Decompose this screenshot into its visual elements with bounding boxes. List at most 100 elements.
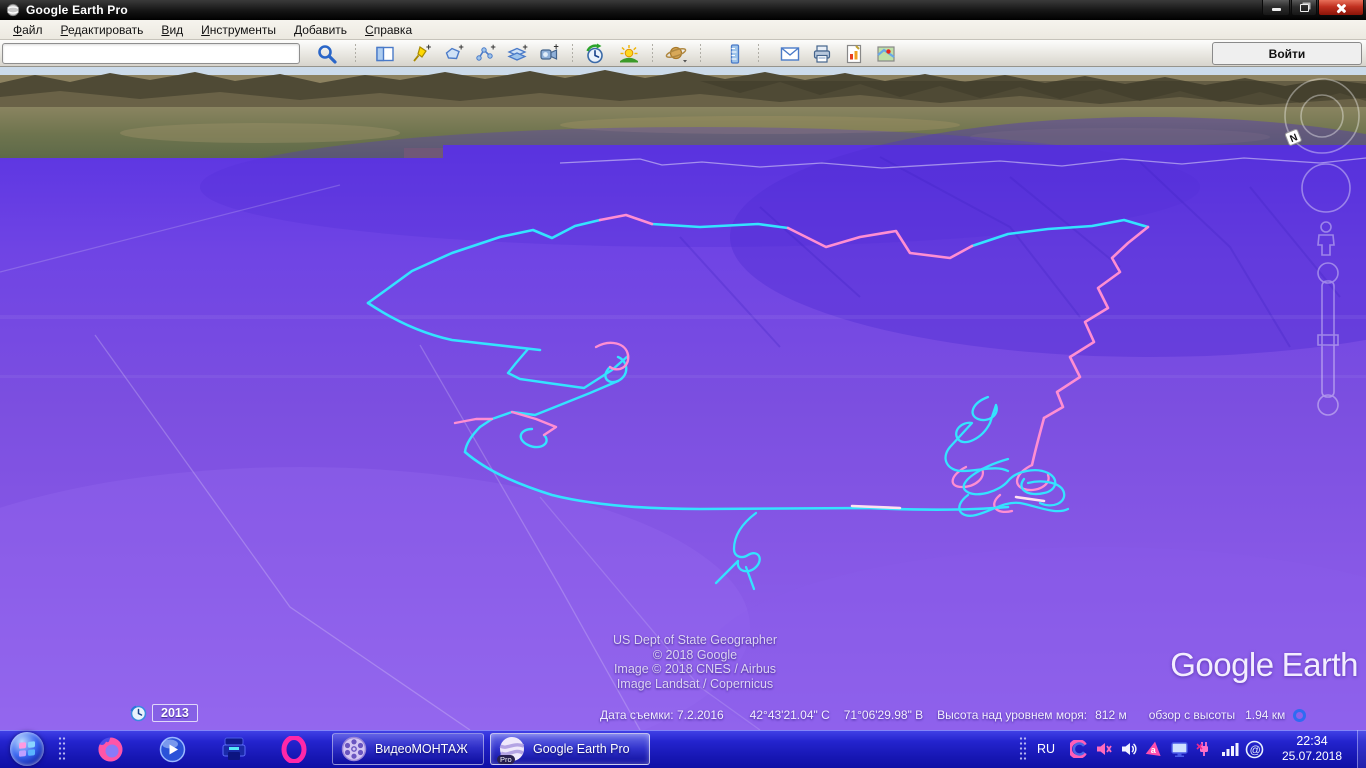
historical-imagery-chip[interactable]: 2013	[130, 704, 198, 722]
svg-text:+: +	[459, 43, 464, 52]
language-indicator[interactable]: RU	[1036, 742, 1055, 756]
show-desktop-button[interactable]	[1357, 730, 1366, 768]
close-button[interactable]	[1318, 0, 1364, 16]
tray-clock[interactable]: 22:34 25.07.2018	[1273, 734, 1351, 764]
sunlight-button[interactable]	[614, 41, 644, 66]
record-tour-button[interactable]: +	[534, 41, 564, 66]
map-viewport[interactable]: N US Dept of State Geographer © 2018 Goo…	[0, 67, 1366, 730]
look-ring-inner[interactable]	[1300, 94, 1344, 138]
camcorder-icon: +	[540, 43, 559, 60]
system-tray: RU	[1018, 730, 1366, 768]
menu-edit[interactable]: Редактировать	[60, 22, 144, 37]
print-button[interactable]	[807, 41, 837, 66]
streaming-indicator-icon	[1293, 708, 1307, 722]
copyright-line: © 2018 Google	[652, 647, 738, 662]
menu-bar: Файл Редактировать Вид Инструменты Добав…	[0, 20, 1366, 40]
toolbar-separator	[758, 44, 759, 63]
look-ring[interactable]	[1284, 78, 1360, 154]
search-input[interactable]	[2, 43, 300, 64]
quicklaunch-printer-app[interactable]	[220, 735, 248, 763]
quicklaunch-opera[interactable]	[280, 735, 308, 763]
zoom-slider[interactable]	[1317, 262, 1339, 416]
taskbar-app-videomontazh[interactable]: ВидеоМОНТАЖ	[332, 733, 484, 765]
quicklaunch-drag-handle[interactable]	[58, 736, 66, 762]
navigation-controls[interactable]	[1284, 78, 1360, 416]
mail-agent-tray-icon[interactable]: @	[1244, 739, 1264, 759]
svg-text:@: @	[1249, 744, 1260, 756]
menu-tools[interactable]: Инструменты	[201, 22, 276, 37]
speaker-tray-icon[interactable]	[1119, 739, 1139, 759]
sign-in-button[interactable]: Войти	[1212, 42, 1362, 65]
taskbar-app-label: ВидеоМОНТАЖ	[375, 742, 468, 756]
view-in-maps-button[interactable]	[871, 41, 901, 66]
taskbar-app-label: Google Earth Pro	[533, 742, 630, 756]
copyright-line: US Dept of State Geographer	[613, 633, 777, 647]
svg-text:+: +	[426, 43, 431, 52]
menu-help[interactable]: Справка	[365, 22, 413, 37]
compass-north-marker[interactable]: N	[1284, 128, 1302, 146]
minimize-button[interactable]	[1262, 0, 1290, 16]
menu-file[interactable]: Файл	[13, 22, 43, 37]
close-icon	[1336, 3, 1346, 13]
quicklaunch-media-player[interactable]	[158, 735, 186, 763]
muted-speaker-tray-icon[interactable]	[1094, 739, 1114, 759]
ruler-icon	[730, 43, 740, 64]
network-signal-tray-icon[interactable]	[1219, 739, 1239, 759]
toolbar-separator	[652, 44, 653, 63]
copyright-line: Image © 2018 CNES / Airbus	[613, 662, 777, 676]
pegman-control[interactable]	[1317, 221, 1335, 256]
quicklaunch-firefox[interactable]	[96, 735, 124, 763]
restore-icon	[1299, 3, 1309, 12]
gps-track	[366, 213, 1150, 591]
svg-text:+: +	[554, 43, 559, 52]
move-joystick[interactable]	[1301, 163, 1351, 213]
roads	[0, 157, 1366, 730]
tray-drag-handle[interactable]	[1018, 736, 1027, 762]
path-icon: +	[476, 43, 496, 61]
status-bar: Дата съемки: 7.2.2016 42°43'21.04" С 71°…	[600, 706, 1307, 724]
comodo-tray-icon[interactable]	[1069, 739, 1089, 759]
zoom-slider-handle[interactable]	[1317, 334, 1339, 346]
tray-date: 25.07.2018	[1281, 749, 1343, 763]
image-overlay-icon: +	[507, 43, 528, 61]
toolbar-separator	[355, 44, 356, 63]
maximize-button[interactable]	[1291, 0, 1317, 16]
google-earth-watermark: Google Earth	[1170, 646, 1358, 684]
add-polygon-button[interactable]: +	[438, 41, 468, 66]
historical-year-label: 2013	[152, 704, 198, 722]
email-button[interactable]	[775, 41, 805, 66]
save-image-button[interactable]	[839, 41, 869, 66]
menu-view[interactable]: Вид	[161, 22, 184, 37]
print-icon	[813, 44, 831, 63]
add-path-button[interactable]: +	[470, 41, 500, 66]
save-image-icon	[846, 44, 862, 63]
window-titlebar[interactable]: Google Earth Pro	[0, 0, 1366, 20]
polygon-icon: +	[445, 43, 464, 59]
maps-icon	[877, 45, 895, 62]
search-icon	[318, 44, 337, 64]
avast-tray-icon[interactable]: a	[1144, 739, 1164, 759]
watermark-google: Google	[1170, 646, 1274, 683]
placemark-icon: +	[413, 43, 431, 62]
ruler-button[interactable]	[720, 41, 750, 66]
search-button[interactable]	[312, 41, 342, 66]
svg-text:a: a	[1151, 745, 1157, 755]
add-placemark-button[interactable]: +	[406, 41, 436, 66]
sidebar-toggle-button[interactable]	[370, 41, 400, 66]
toolbar-separator	[572, 44, 573, 63]
minimize-icon	[1271, 8, 1281, 11]
svg-text:+: +	[523, 43, 528, 52]
svg-text:N: N	[1289, 132, 1300, 145]
taskbar-app-google-earth[interactable]: Pro Google Earth Pro	[490, 733, 650, 765]
eye-altitude-value: 1.94 км	[1245, 708, 1286, 722]
firefox-icon	[97, 737, 122, 761]
imagery-date: Дата съемки: 7.2.2016	[600, 708, 724, 722]
historical-imagery-button[interactable]	[580, 41, 610, 66]
watermark-earth: Earth	[1281, 646, 1359, 683]
menu-add[interactable]: Добавить	[293, 22, 348, 37]
start-button[interactable]	[10, 732, 44, 766]
add-image-overlay-button[interactable]: +	[502, 41, 532, 66]
display-settings-tray-icon[interactable]	[1169, 739, 1189, 759]
power-plug-tray-icon[interactable]	[1194, 739, 1214, 759]
planets-button[interactable]	[662, 41, 692, 66]
